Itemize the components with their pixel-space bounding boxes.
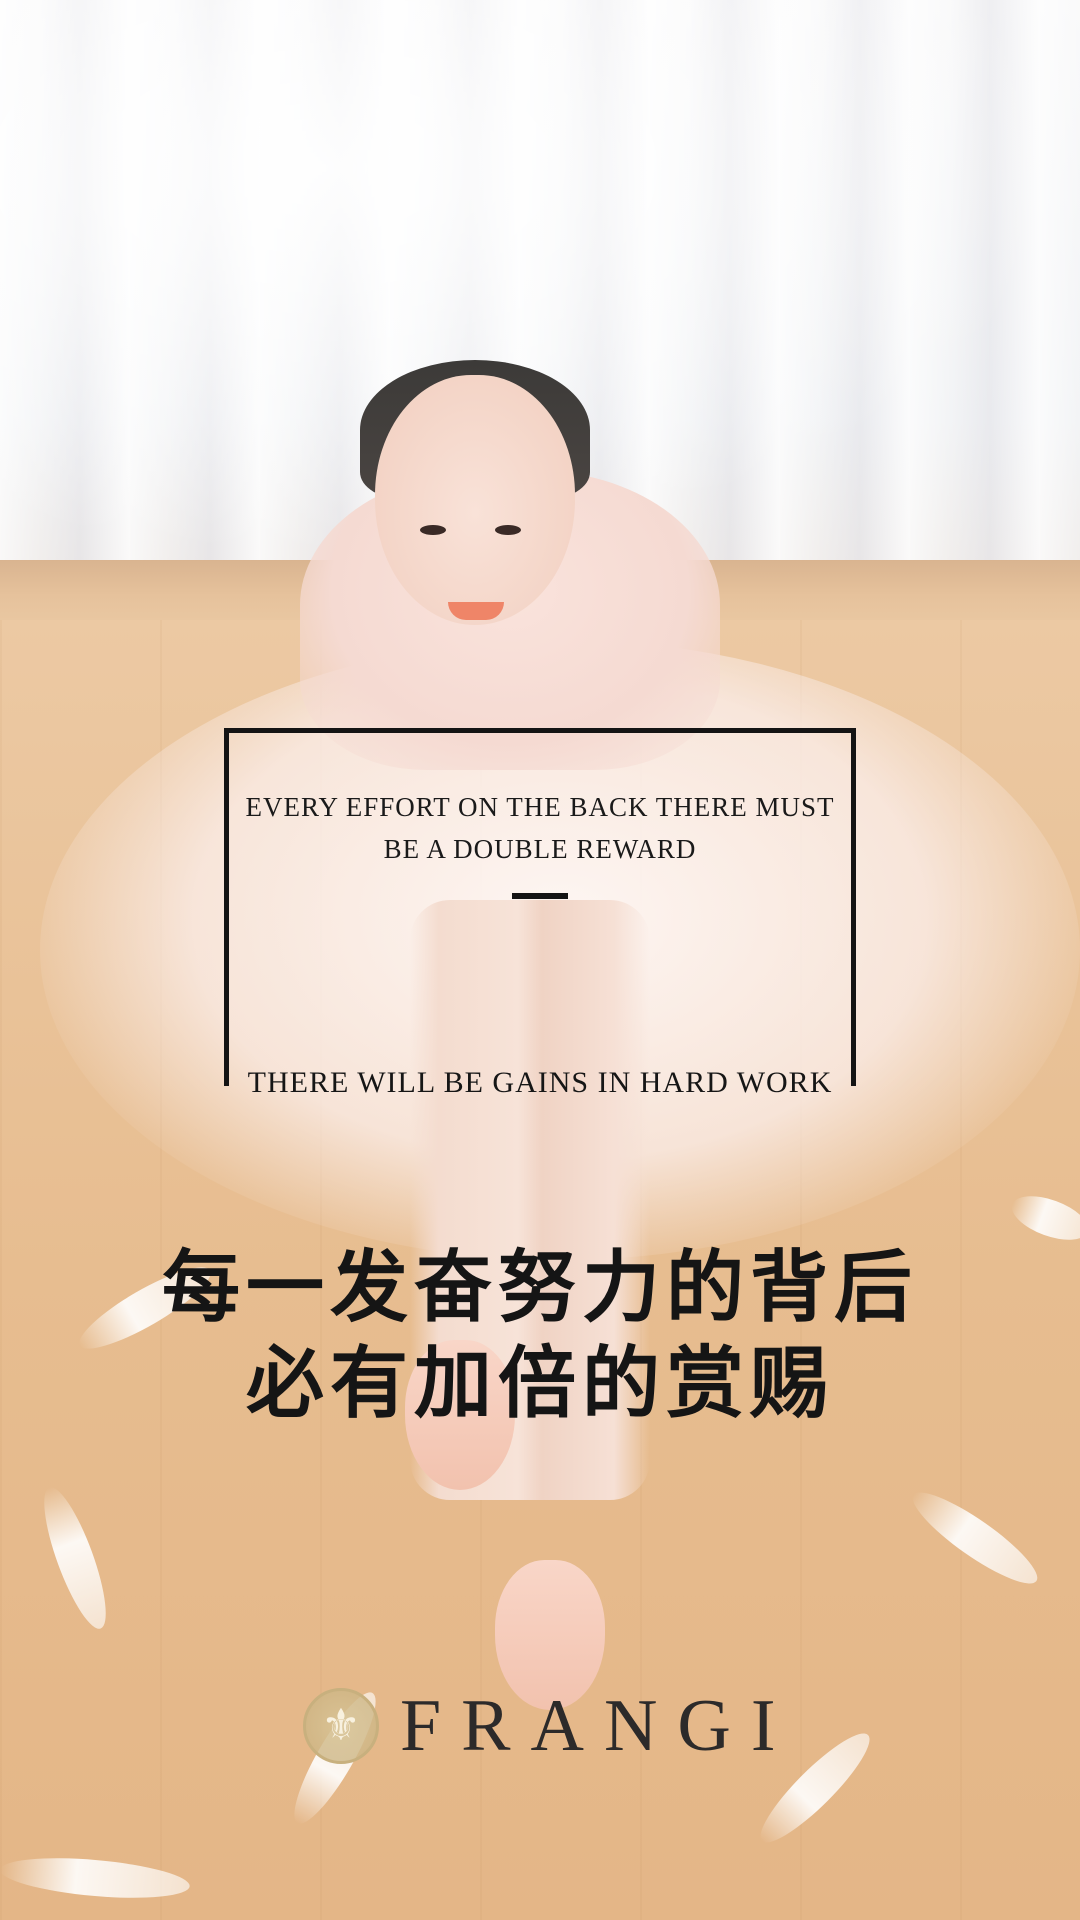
brand-name: FRANGI: [400, 1682, 795, 1770]
tagline: THERE WILL BE GAINS IN HARD WORK: [200, 1060, 880, 1106]
english-quote: EVERY EFFORT ON THE BACK THERE MUST BE A…: [230, 786, 850, 870]
dancer-face: [375, 375, 575, 625]
dancer-eye-right: [495, 525, 521, 535]
brand-logo: ⚜: [303, 1688, 379, 1764]
quote-line-1: EVERY EFFORT ON THE BACK THERE MUST: [230, 786, 850, 828]
quote-line-2: BE A DOUBLE REWARD: [230, 828, 850, 870]
fleur-de-lis-icon: ⚜: [306, 1699, 376, 1753]
chinese-headline-line-2: 必有加倍的赏赐: [120, 1336, 960, 1432]
dancer-eye-left: [420, 525, 446, 535]
divider-dash: [512, 893, 568, 899]
quote-frame: [224, 728, 856, 1086]
chinese-headline-line-1: 每一发奋努力的背后: [120, 1240, 960, 1336]
